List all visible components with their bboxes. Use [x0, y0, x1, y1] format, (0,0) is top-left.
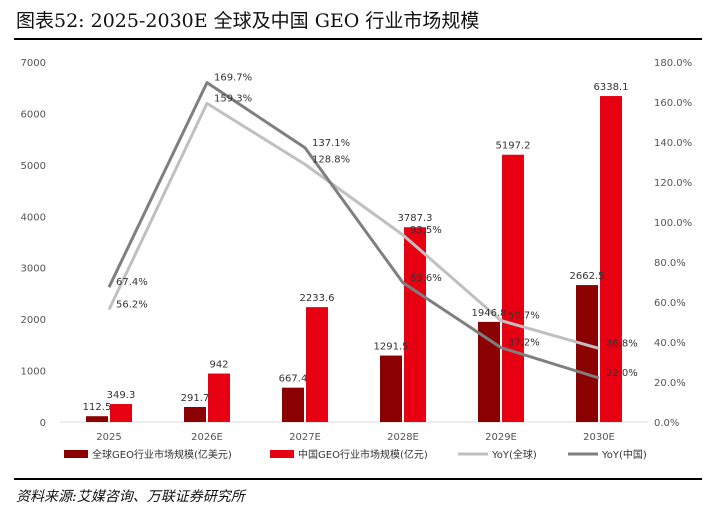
x-tick-label: 2028E [387, 432, 419, 443]
line-yoy-china-label: 169.7% [214, 73, 252, 84]
line-yoy-china-label: 22.0% [606, 368, 638, 379]
bar-global-label: 291.7 [181, 393, 210, 404]
x-tick-label: 2027E [289, 432, 321, 443]
bar-china-label: 5197.2 [496, 141, 531, 152]
y-left-tick-label: 3000 [21, 264, 46, 275]
page-title: 图表52: 2025-2030E 全球及中国 GEO 行业市场规模 [16, 10, 480, 32]
y-left-tick-label: 7000 [21, 58, 46, 69]
line-yoy-global-label: 93.5% [410, 225, 442, 236]
bar-china-label: 2233.6 [300, 293, 335, 304]
y-left-tick-label: 0 [40, 418, 46, 429]
y-right-tick-label: 40.0% [654, 338, 686, 349]
line-yoy-global-label: 50.7% [508, 311, 540, 322]
legend-swatch [270, 450, 294, 458]
line-yoy-global [107, 101, 600, 350]
chart-legend: 全球GEO行业市场规模(亿美元) 中国GEO行业市场规模(亿元) YoY(全球) Yo… [64, 448, 647, 461]
y-left-tick-label: 1000 [21, 367, 46, 378]
line-yoy-china-label: 137.1% [312, 138, 350, 149]
bar-china-label: 942 [209, 360, 228, 371]
bar-global [576, 285, 598, 422]
line-yoy-china-label: 67.4% [116, 277, 148, 288]
bar-china [404, 227, 426, 422]
y-right-tick-label: 180.0% [654, 58, 692, 69]
y-right-tick-label: 0.0% [654, 418, 679, 429]
y-left-tick-label: 4000 [21, 212, 46, 223]
bar-global-label: 112.5 [83, 402, 112, 413]
legend-label: YoY(中国) [601, 448, 647, 461]
bar-china [600, 96, 622, 422]
line-yoy-china-label: 37.2% [508, 338, 540, 349]
bar-global-label: 1946.8 [472, 308, 507, 319]
y-right-tick-label: 120.0% [654, 178, 692, 189]
line-yoy-china-label: 69.6% [410, 273, 442, 284]
line-yoy-global-label: 159.3% [214, 93, 252, 104]
bar-global-label: 1291.5 [374, 342, 409, 353]
y-right-tick-label: 20.0% [654, 378, 686, 389]
line-yoy-china [107, 81, 600, 380]
y-right-tick-label: 100.0% [654, 218, 692, 229]
bar-china-label: 6338.1 [594, 82, 629, 93]
bar-china-label: 349.3 [107, 390, 136, 401]
bar-global [380, 355, 402, 422]
bar-global-label: 2662.5 [570, 271, 605, 282]
bar-china [208, 373, 230, 422]
y-right-tick-label: 60.0% [654, 298, 686, 309]
x-tick-label: 2026E [191, 432, 223, 443]
legend-swatch [64, 450, 88, 458]
x-tick-label: 2029E [485, 432, 517, 443]
chart-lines [107, 81, 600, 380]
y-left-tick-label: 5000 [21, 161, 46, 172]
bar-china [502, 154, 524, 422]
chart-data-labels: 112.5 291.7 667.4 1291.5 1946.8 2662.5 349.3 94… [83, 73, 638, 414]
y-left-tick-label: 2000 [21, 315, 46, 326]
bar-china-label: 3787.3 [398, 213, 433, 224]
bar-global-label: 667.4 [279, 374, 308, 385]
legend-label: YoY(全球) [491, 448, 537, 461]
y-right-tick-label: 80.0% [654, 258, 686, 269]
bar-global [282, 387, 304, 422]
bar-global [184, 406, 206, 422]
bar-global [478, 321, 500, 422]
x-tick-label: 2025 [96, 432, 121, 443]
source-note: 资料来源:艾媒咨询、万联证券研究所 [16, 489, 245, 505]
bar-china [306, 307, 328, 422]
y-right-tick-label: 140.0% [654, 138, 692, 149]
legend-label: 全球GEO行业市场规模(亿美元) [92, 448, 232, 461]
line-yoy-global-label: 128.8% [312, 154, 350, 165]
bar-global [86, 416, 108, 422]
line-yoy-global-label: 56.2% [116, 300, 148, 311]
chart-axes: 0 1000 2000 3000 4000 5000 6000 7000 0.0% 20.0% 40… [21, 58, 693, 443]
x-tick-label: 2030E [583, 432, 615, 443]
legend-label: 中国GEO行业市场规模(亿元) [298, 448, 428, 461]
y-left-tick-label: 6000 [21, 109, 46, 120]
chart-bars [86, 96, 622, 422]
title-rule [14, 38, 702, 40]
bar-china [110, 404, 132, 422]
line-yoy-global-label: 36.8% [606, 338, 638, 349]
source-rule [14, 478, 702, 480]
y-right-tick-label: 160.0% [654, 98, 692, 109]
